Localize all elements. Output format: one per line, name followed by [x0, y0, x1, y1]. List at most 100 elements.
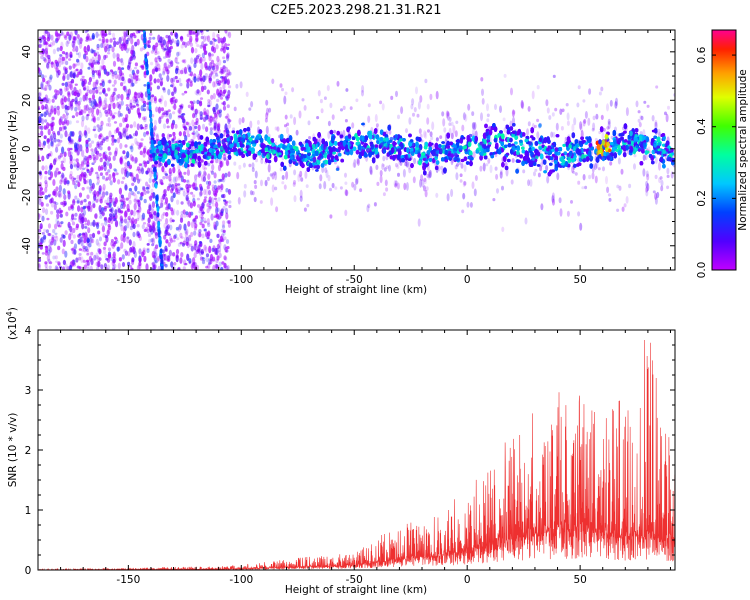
heatmap-cell	[125, 39, 129, 45]
heatmap-cell	[102, 233, 106, 238]
heatmap-cell	[41, 104, 45, 111]
heatmap-cell	[89, 233, 93, 237]
heatmap-cell	[75, 120, 80, 124]
heatmap-cell	[176, 199, 180, 205]
heatmap-cell	[166, 133, 170, 140]
heatmap-cell	[595, 113, 599, 120]
heatmap-cell	[205, 188, 209, 196]
heatmap-cell	[151, 182, 155, 188]
heatmap-cell	[304, 170, 308, 179]
heatmap-cell	[581, 186, 585, 190]
heatmap-cell	[138, 235, 142, 241]
heatmap-cell	[545, 164, 549, 172]
heatmap-cell	[46, 217, 50, 221]
heatmap-cell	[283, 95, 287, 105]
heatmap-cell	[62, 156, 66, 164]
heatmap-cell	[38, 258, 42, 262]
heatmap-cell	[474, 175, 478, 181]
heatmap-cell	[63, 151, 67, 157]
heatmap-cell	[219, 178, 223, 182]
heatmap-cell	[47, 194, 51, 198]
heatmap-cell	[107, 52, 111, 55]
heatmap-cell	[55, 235, 59, 242]
heatmap-cell	[130, 172, 134, 177]
heatmap-cell	[109, 213, 113, 218]
heatmap-cell	[80, 206, 84, 213]
heatmap-cell	[48, 76, 52, 83]
heatmap-cell	[96, 179, 100, 184]
heatmap-cell	[69, 225, 73, 233]
heatmap-cell	[284, 124, 287, 128]
heatmap-cell	[194, 48, 198, 54]
heatmap-cell	[74, 195, 78, 200]
heatmap-cell	[198, 191, 203, 198]
heatmap-cell	[126, 236, 130, 244]
heatmap-cell	[112, 213, 116, 218]
heatmap-cell	[102, 65, 107, 71]
heatmap-cell	[233, 106, 237, 112]
heatmap-cell	[104, 33, 108, 36]
heatmap-cell	[74, 149, 78, 153]
heatmap-cell	[67, 134, 71, 138]
heatmap-cell	[119, 69, 123, 77]
heatmap-cell	[96, 61, 101, 65]
heatmap-cell	[119, 142, 123, 150]
heatmap-cell	[90, 167, 94, 174]
heatmap-cell	[91, 94, 96, 100]
heatmap-cell	[111, 256, 115, 263]
heatmap-cell	[65, 34, 69, 37]
heatmap-cell	[112, 114, 116, 120]
heatmap-cell	[419, 95, 423, 103]
heatmap-cell	[95, 255, 99, 259]
heatmap-cell	[201, 233, 205, 239]
heatmap-cell	[455, 172, 459, 181]
heatmap-cell	[172, 176, 176, 184]
heatmap-cell	[40, 55, 44, 60]
heatmap-cell	[38, 43, 42, 49]
heatmap-cell	[95, 153, 99, 161]
heatmap-cell	[174, 98, 178, 104]
heatmap-cell	[45, 203, 50, 207]
heatmap-cell	[456, 163, 459, 167]
heatmap-cell	[48, 84, 52, 91]
heatmap-cell	[86, 186, 90, 190]
heatmap-cell	[190, 231, 194, 238]
heatmap-cell	[385, 165, 389, 170]
heatmap-cell	[126, 221, 130, 229]
heatmap-cell	[169, 178, 173, 184]
heatmap-cell	[56, 109, 61, 116]
heatmap-cell	[397, 114, 400, 120]
heatmap-cell	[150, 100, 154, 103]
heatmap-cell	[204, 246, 208, 253]
heatmap-cell	[293, 169, 297, 176]
heatmap-cell	[135, 75, 139, 82]
heatmap-cell	[61, 248, 65, 255]
heatmap-cell	[140, 93, 144, 98]
heatmap-cell	[180, 103, 184, 111]
heatmap-cell	[660, 185, 664, 192]
heatmap-cell	[187, 133, 191, 138]
heatmap-cell	[298, 174, 302, 178]
heatmap-cell	[43, 36, 47, 42]
heatmap-cell	[38, 125, 42, 130]
heatmap-cell	[38, 185, 42, 192]
heatmap-cell	[56, 139, 61, 142]
heatmap-cell	[217, 250, 221, 254]
heatmap-cell	[415, 86, 418, 95]
heatmap-cell	[203, 220, 207, 224]
heatmap-cell	[135, 98, 139, 106]
heatmap-cell	[87, 127, 91, 134]
heatmap-cell	[104, 45, 108, 53]
heatmap-cell	[99, 85, 103, 90]
heatmap-cell	[344, 172, 347, 178]
heatmap-cell	[207, 104, 211, 108]
heatmap-cell	[618, 185, 622, 191]
heatmap-cell	[193, 252, 197, 259]
heatmap-cell	[382, 164, 386, 167]
heatmap-cell	[58, 118, 62, 126]
heatmap-cell	[333, 161, 337, 165]
heatmap-cell	[67, 206, 72, 211]
heatmap-cell	[92, 154, 96, 161]
heatmap-cell	[195, 34, 199, 38]
heatmap-cell	[224, 123, 228, 131]
